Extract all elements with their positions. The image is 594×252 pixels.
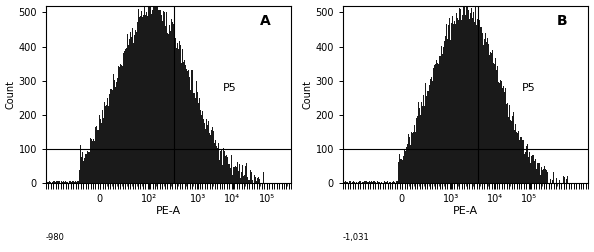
Text: B: B (557, 14, 567, 28)
Y-axis label: Count: Count (5, 80, 15, 109)
X-axis label: PE-A: PE-A (156, 206, 181, 216)
Text: -1,031: -1,031 (343, 233, 369, 242)
Text: P5: P5 (223, 82, 236, 92)
X-axis label: PE-A: PE-A (453, 206, 478, 216)
Y-axis label: Count: Count (302, 80, 312, 109)
Text: P5: P5 (522, 82, 536, 92)
Text: -980: -980 (46, 233, 65, 242)
Text: A: A (260, 14, 270, 28)
